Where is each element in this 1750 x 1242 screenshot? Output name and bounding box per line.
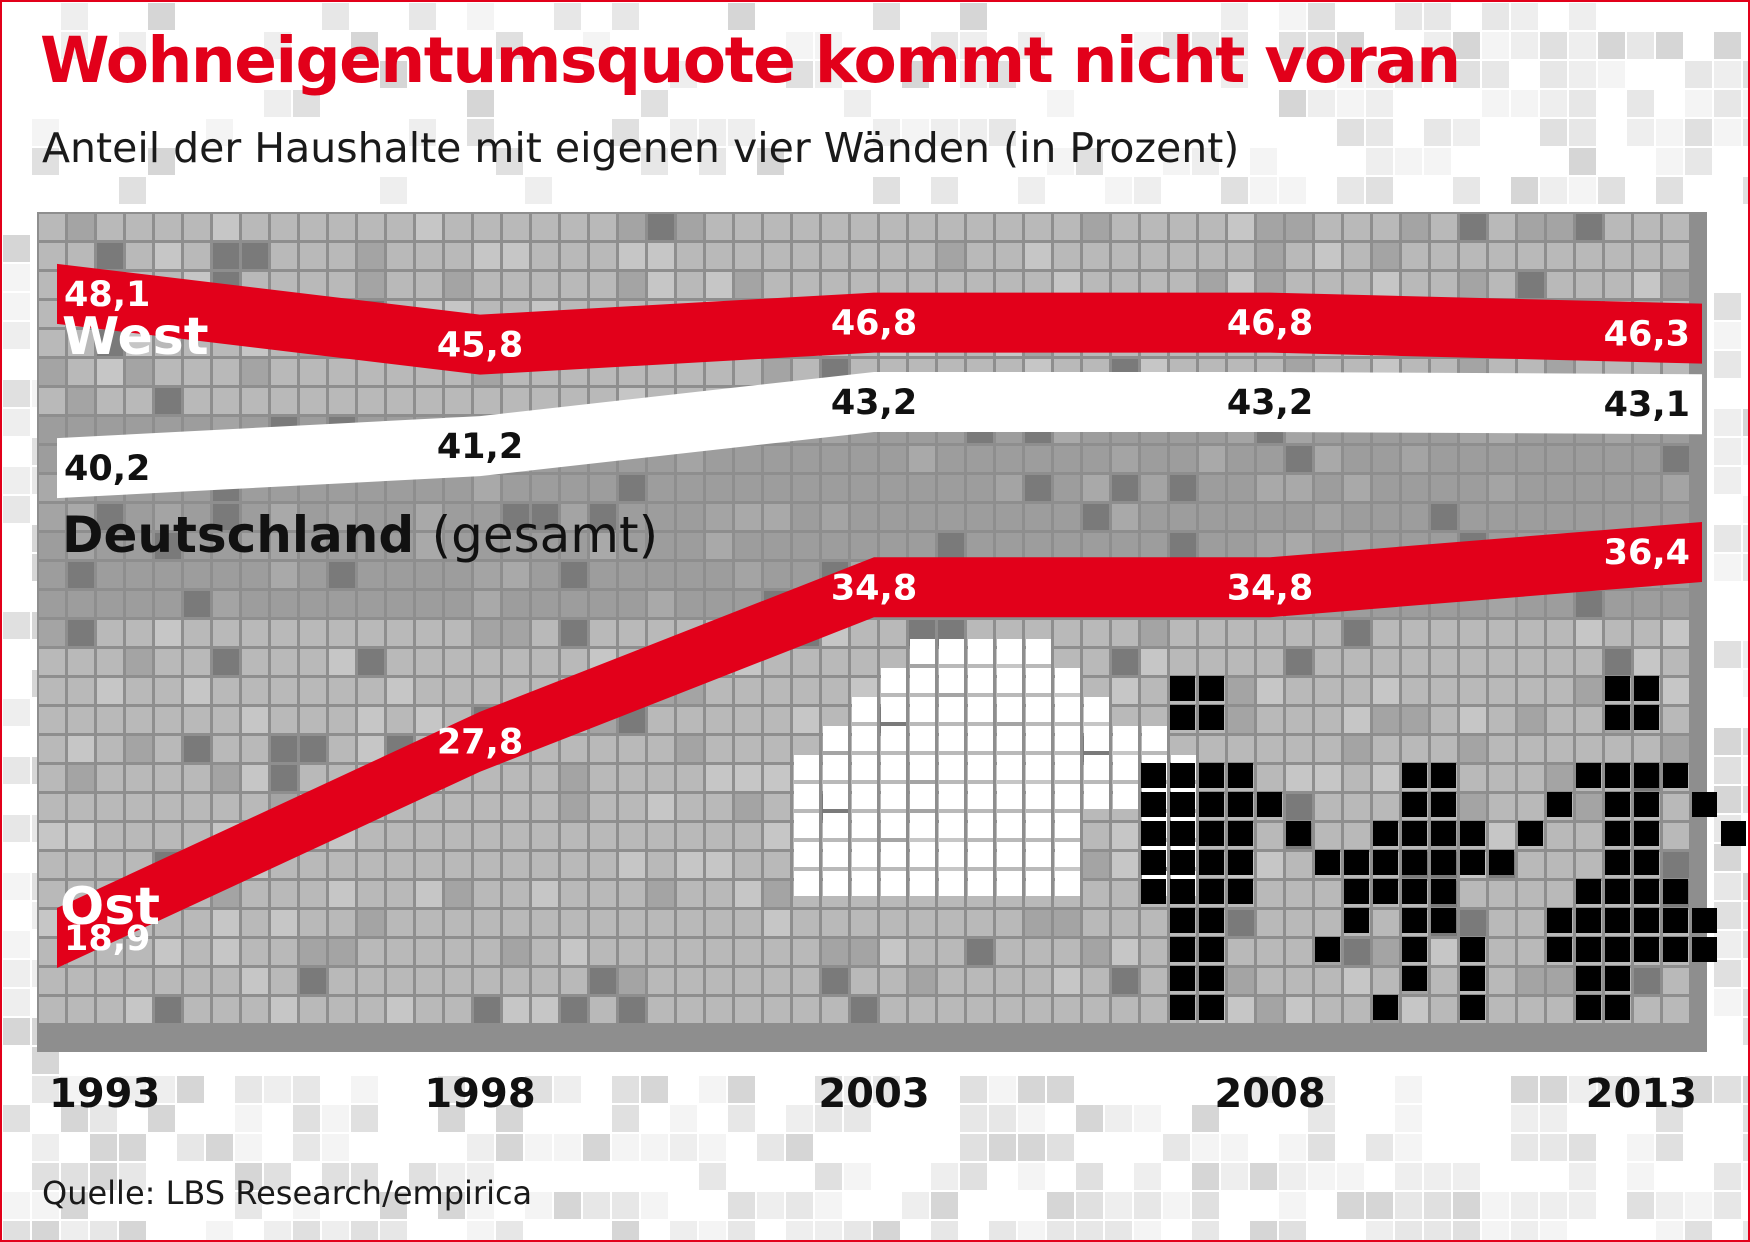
chart-subtitle: Anteil der Haushalte mit eigenen vier Wä… bbox=[42, 124, 1240, 172]
data-label-west-2008: 46,8 bbox=[1227, 304, 1313, 344]
data-label-west-1993: 48,1 bbox=[64, 275, 150, 315]
data-label-deutschland-2008: 43,2 bbox=[1227, 383, 1313, 423]
data-label-ost-2008: 34,8 bbox=[1227, 568, 1313, 608]
series-bands bbox=[57, 263, 1702, 969]
data-label-west-2013: 46,3 bbox=[1604, 315, 1690, 355]
series-label-deutschland: Deutschland (gesamt) bbox=[62, 506, 658, 564]
x-tick-2008: 2008 bbox=[1214, 1071, 1325, 1117]
series-band-west bbox=[57, 263, 1702, 375]
x-tick-2013: 2013 bbox=[1586, 1071, 1697, 1117]
series-label-deutschland-name: Deutschland bbox=[62, 506, 414, 564]
series-band-deutschland bbox=[57, 372, 1702, 499]
data-label-deutschland-2013: 43,1 bbox=[1604, 385, 1690, 425]
x-tick-2003: 2003 bbox=[818, 1071, 929, 1117]
x-tick-1998: 1998 bbox=[424, 1071, 535, 1117]
data-label-ost-2003: 34,8 bbox=[831, 568, 917, 608]
family-icon bbox=[1141, 676, 1746, 1020]
data-label-deutschland-1993: 40,2 bbox=[64, 449, 150, 489]
data-label-ost-1998: 27,8 bbox=[437, 723, 523, 763]
x-tick-1993: 1993 bbox=[49, 1071, 160, 1117]
data-label-ost-1993: 18,9 bbox=[64, 919, 150, 959]
house-icon bbox=[794, 639, 1196, 896]
x-axis-ticks: 1993 1998 2003 2008 2013 bbox=[49, 1071, 1697, 1117]
data-label-ost-2013: 36,4 bbox=[1604, 533, 1690, 573]
data-label-deutschland-2003: 43,2 bbox=[831, 383, 917, 423]
chart-title: Wohneigentumsquote kommt nicht voran bbox=[40, 24, 1461, 97]
series-label-ost: Ost bbox=[60, 877, 160, 937]
series-label-west: West bbox=[62, 307, 209, 367]
data-label-deutschland-1998: 41,2 bbox=[437, 427, 523, 467]
data-label-west-2003: 46,8 bbox=[831, 304, 917, 344]
series-label-deutschland-suffix: (gesamt) bbox=[432, 506, 659, 564]
data-label-west-1998: 45,8 bbox=[437, 326, 523, 366]
series-band-ost bbox=[57, 522, 1702, 969]
value-labels: 48,1 45,8 46,8 46,8 46,3 40,2 41,2 43,2 43,2 43,1… bbox=[64, 275, 1690, 959]
source-note: Quelle: LBS Research/empirica bbox=[42, 1174, 533, 1212]
